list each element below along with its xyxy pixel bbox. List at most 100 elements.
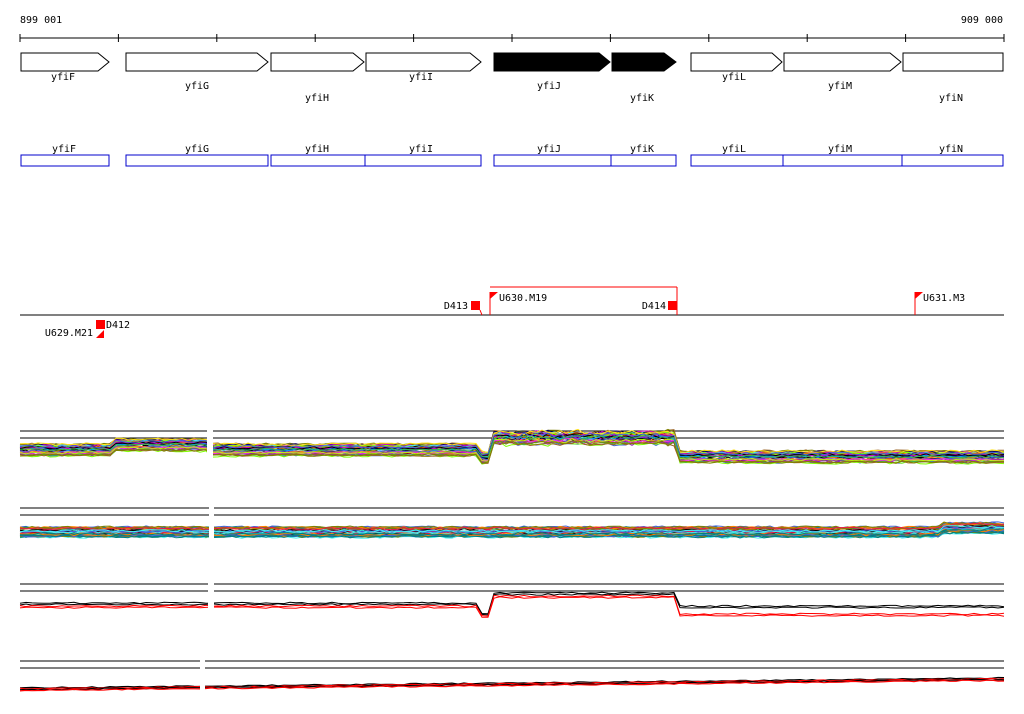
track-series-group: [19, 428, 1005, 465]
gene-label: yfiH: [305, 93, 329, 104]
marker-label: U631.M3: [923, 293, 965, 304]
track-series-line: [19, 679, 1005, 692]
track-series-line: [19, 530, 1005, 538]
gene-arrow[interactable]: [493, 52, 611, 72]
data-track-1: [19, 428, 1005, 465]
marker-block[interactable]: [471, 301, 480, 310]
annotation-box[interactable]: [690, 154, 784, 167]
gene-arrow[interactable]: [125, 52, 269, 72]
gene-yfiN[interactable]: yfiN: [902, 52, 1004, 104]
end-coordinate: 909 000: [961, 15, 1003, 26]
data-track-4: [19, 660, 1005, 692]
marker-U629.M21[interactable]: U629.M21: [45, 328, 104, 339]
track-series-line: [19, 591, 1005, 615]
annotation-label: yfiL: [722, 144, 746, 155]
marker-D414[interactable]: D414: [642, 287, 678, 315]
gene-yfiH[interactable]: yfiH: [270, 52, 365, 104]
track-series-group: [19, 591, 1005, 618]
track-series-line: [19, 525, 1005, 533]
annotation-yfiM[interactable]: yfiM: [782, 144, 903, 167]
track-series-line: [19, 677, 1005, 690]
gene-label: yfiN: [939, 93, 963, 104]
gene-track: yfiF yfiG yfiH yfiI yfiJ yfiK yfiL yfiM: [20, 52, 1004, 104]
annotation-box[interactable]: [610, 154, 677, 167]
annotation-label: yfiN: [939, 144, 963, 155]
track-series-line: [19, 428, 1005, 454]
annotation-track: yfiF yfiG yfiH yfiI yfiJ yfiK yfiL yfiM: [20, 144, 1004, 167]
annotation-yfiH[interactable]: yfiH: [270, 144, 366, 167]
marker-flag[interactable]: [490, 292, 498, 299]
marker-stem: [479, 309, 483, 316]
marker-label: D412: [106, 320, 130, 331]
gene-yfiG[interactable]: yfiG: [125, 52, 269, 92]
gene-arrow[interactable]: [902, 52, 1004, 72]
track-series-line: [19, 440, 1005, 464]
annotation-box[interactable]: [20, 154, 110, 167]
gene-arrow[interactable]: [690, 52, 783, 72]
gene-yfiJ[interactable]: yfiJ: [493, 52, 611, 92]
gene-yfiL[interactable]: yfiL: [690, 52, 783, 83]
gene-arrow[interactable]: [611, 52, 677, 72]
annotation-label: yfiK: [630, 144, 654, 155]
track-series-line: [19, 522, 1005, 531]
track-gap: [208, 578, 214, 618]
gene-label: yfiJ: [537, 81, 561, 92]
gene-arrow[interactable]: [20, 52, 110, 72]
track-gap: [207, 425, 213, 470]
track-series-line: [20, 528, 1005, 536]
gene-yfiM[interactable]: yfiM: [783, 52, 902, 92]
gene-label: yfiM: [828, 81, 852, 92]
annotation-box[interactable]: [125, 154, 269, 167]
annotation-label: yfiF: [52, 144, 76, 155]
coordinate-ruler: 899 001 909 000: [19, 15, 1005, 42]
gene-label: yfiK: [630, 93, 654, 104]
marker-D412[interactable]: D412: [96, 320, 130, 331]
gene-yfiI[interactable]: yfiI: [365, 52, 482, 83]
gene-arrow[interactable]: [270, 52, 365, 72]
data-track-3: [19, 583, 1005, 618]
track-gap: [200, 655, 205, 700]
annotation-box[interactable]: [364, 154, 482, 167]
gene-yfiF[interactable]: yfiF: [20, 52, 110, 83]
marker-flag[interactable]: [915, 292, 923, 299]
gene-label: yfiF: [51, 72, 75, 83]
marker-D413[interactable]: D413: [444, 301, 483, 316]
annotation-yfiK[interactable]: yfiK: [610, 144, 677, 167]
annotation-box[interactable]: [901, 154, 1004, 167]
marker-block[interactable]: [668, 301, 677, 310]
track-series-group: [19, 676, 1005, 692]
marker-flag[interactable]: [96, 330, 104, 338]
track-series-line: [19, 432, 1005, 456]
marker-U631.M3[interactable]: U631.M3: [914, 292, 965, 315]
annotation-box[interactable]: [493, 154, 612, 167]
annotation-label: yfiH: [305, 144, 329, 155]
annotation-box[interactable]: [782, 154, 903, 167]
track-series-line: [19, 440, 1005, 464]
annotation-label: yfiI: [409, 144, 433, 155]
marker-label: U629.M21: [45, 328, 93, 339]
data-track-2: [19, 507, 1005, 539]
marker-label: D414: [642, 301, 666, 312]
annotation-label: yfiJ: [537, 144, 561, 155]
gene-arrow[interactable]: [365, 52, 482, 72]
gene-arrow[interactable]: [783, 52, 902, 72]
marker-block[interactable]: [96, 320, 105, 329]
annotation-label: yfiG: [185, 144, 209, 155]
gene-yfiK[interactable]: yfiK: [611, 52, 677, 104]
track-gap: [209, 500, 214, 550]
annotation-yfiG[interactable]: yfiG: [125, 144, 269, 167]
start-coordinate: 899 001: [20, 15, 62, 26]
gene-label: yfiL: [722, 72, 746, 83]
annotation-yfiJ[interactable]: yfiJ: [493, 144, 612, 167]
annotation-yfiF[interactable]: yfiF: [20, 144, 110, 167]
annotation-yfiI[interactable]: yfiI: [364, 144, 482, 167]
ruler-ticks: [19, 34, 1005, 42]
gene-label: yfiG: [185, 81, 209, 92]
marker-U630.M19[interactable]: U630.M19: [489, 292, 547, 315]
annotation-yfiN[interactable]: yfiN: [901, 144, 1004, 167]
annotation-yfiL[interactable]: yfiL: [690, 144, 784, 167]
track-series-line: [19, 596, 1005, 618]
gene-label: yfiI: [409, 72, 433, 83]
annotation-box[interactable]: [270, 154, 366, 167]
